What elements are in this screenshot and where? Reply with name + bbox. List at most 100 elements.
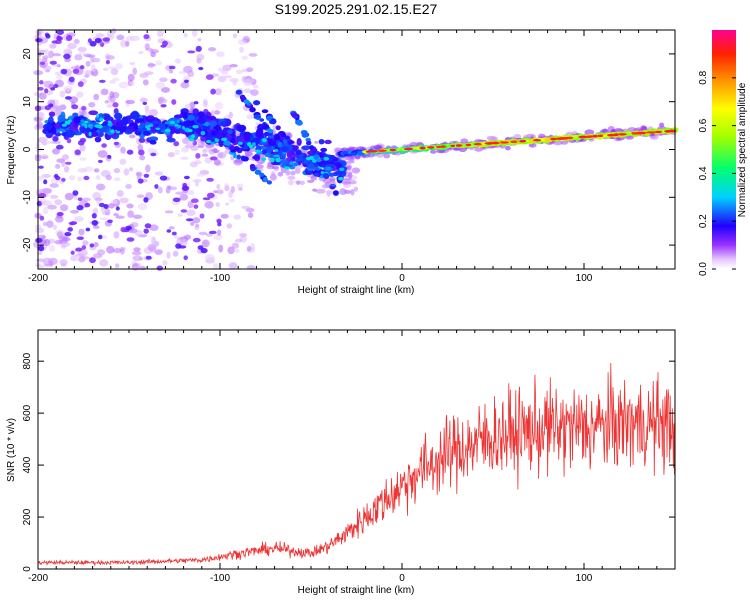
heatmap-cell — [254, 169, 262, 175]
heatmap-cell — [64, 58, 71, 63]
heatmap-cell — [181, 185, 190, 191]
heatmap-cell — [107, 120, 112, 124]
figure-title: S199.2025.291.02.15.E27 — [275, 1, 438, 17]
heatmap-cell — [309, 145, 314, 150]
heatmap-cell — [154, 184, 159, 189]
heatmap-cell — [83, 175, 90, 181]
heatmap-cell — [57, 231, 63, 239]
heatmap-cell — [60, 68, 68, 75]
heatmap-cell — [216, 183, 221, 190]
heatmap-cell — [640, 125, 647, 132]
heatmap-cell — [270, 171, 276, 176]
heatmap-cell — [174, 58, 181, 64]
heatmap-cell — [150, 152, 157, 157]
heatmap-cell — [142, 101, 148, 105]
x-tick-label: -100 — [210, 573, 230, 584]
heatmap-cell — [162, 260, 168, 266]
heatmap-cell — [339, 167, 345, 172]
heatmap-cell — [41, 173, 51, 178]
heatmap-cell — [72, 68, 80, 74]
heatmap-cell — [228, 198, 235, 203]
heatmap-cell — [325, 166, 332, 171]
heatmap-cell — [210, 141, 216, 145]
heatmap-cell — [46, 220, 54, 228]
x-tick-label: -200 — [28, 273, 48, 284]
heatmap-cell — [130, 35, 140, 42]
heatmap-cell — [289, 161, 294, 166]
heatmap-cell — [124, 129, 133, 135]
heatmap-cell — [72, 190, 79, 196]
heatmap-cell — [419, 146, 426, 150]
heatmap-cell — [127, 210, 135, 218]
heatmap-cell — [59, 90, 66, 98]
heatmap-cell — [174, 149, 180, 155]
heatmap-cell — [109, 91, 115, 99]
heatmap-cell — [216, 189, 224, 195]
heatmap-cell — [450, 144, 456, 148]
heatmap-cell — [35, 38, 43, 43]
heatmap-cell — [70, 66, 79, 70]
heatmap-cell — [180, 111, 188, 117]
heatmap-cell — [473, 143, 482, 146]
heatmap-cell — [170, 78, 177, 84]
heatmap-cell — [44, 48, 50, 57]
heatmap-cell — [320, 147, 328, 152]
heatmap-cell — [156, 265, 164, 271]
snr-x-axis-label: Height of straight line (km) — [298, 585, 415, 596]
heatmap-cell — [125, 40, 130, 47]
heatmap-cell — [75, 247, 83, 252]
heatmap-cell — [159, 77, 168, 83]
heatmap-cell — [110, 199, 118, 205]
heatmap-cell — [192, 237, 201, 243]
heatmap-cell — [94, 37, 102, 44]
x-tick-label: -100 — [210, 273, 230, 284]
heatmap-cell — [150, 51, 156, 58]
heatmap-cell — [139, 72, 149, 79]
heatmap-cell — [123, 168, 130, 176]
heatmap-cell — [70, 221, 78, 225]
heatmap-cell — [168, 226, 175, 230]
heatmap-cell — [120, 248, 125, 255]
colorbar-label: Normalized spectral amplitude — [737, 82, 748, 217]
heatmap-cell — [52, 224, 58, 230]
heatmap-cell — [67, 42, 77, 50]
heatmap-cell — [65, 35, 73, 41]
heatmap-cell — [218, 244, 224, 253]
heatmap-cell — [132, 214, 143, 220]
heatmap-cell — [254, 149, 261, 153]
heatmap-cell — [78, 228, 85, 236]
heatmap-cell — [67, 227, 73, 232]
x-tick-label: 0 — [399, 273, 405, 284]
heatmap-cell — [129, 111, 140, 120]
heatmap-cell — [38, 245, 45, 252]
heatmap-x-axis-label: Height of straight line (km) — [298, 285, 415, 296]
snr-y-axis-label: SNR (10 * v/v) — [6, 418, 17, 482]
heatmap-cell — [249, 107, 256, 113]
heatmap-cell — [143, 197, 149, 203]
heatmap-cell — [176, 238, 183, 245]
heatmap-cell — [142, 79, 149, 86]
heatmap-cell — [238, 187, 243, 191]
heatmap-cell — [105, 55, 115, 60]
heatmap-cell — [85, 227, 91, 232]
heatmap-cell — [76, 236, 85, 240]
heatmap-cell — [36, 264, 45, 269]
heatmap-cell — [229, 63, 238, 68]
heatmap-cell — [166, 137, 176, 143]
heatmap-cell — [110, 68, 119, 76]
heatmap-cell — [202, 148, 208, 154]
heatmap-cell — [101, 143, 107, 148]
heatmap-cell — [84, 74, 90, 78]
y-tick-label: -10 — [22, 190, 33, 205]
heatmap-cell — [211, 130, 217, 136]
heatmap-cell — [89, 40, 97, 47]
heatmap-cell — [154, 249, 163, 255]
heatmap-cell — [116, 34, 125, 41]
heatmap-cell — [193, 101, 199, 105]
x-tick-label: 100 — [576, 273, 593, 284]
heatmap-cell — [144, 110, 154, 117]
heatmap-cell — [249, 163, 256, 169]
heatmap-cell — [249, 144, 254, 149]
heatmap-cell — [51, 140, 61, 144]
heatmap-cell — [296, 180, 301, 185]
